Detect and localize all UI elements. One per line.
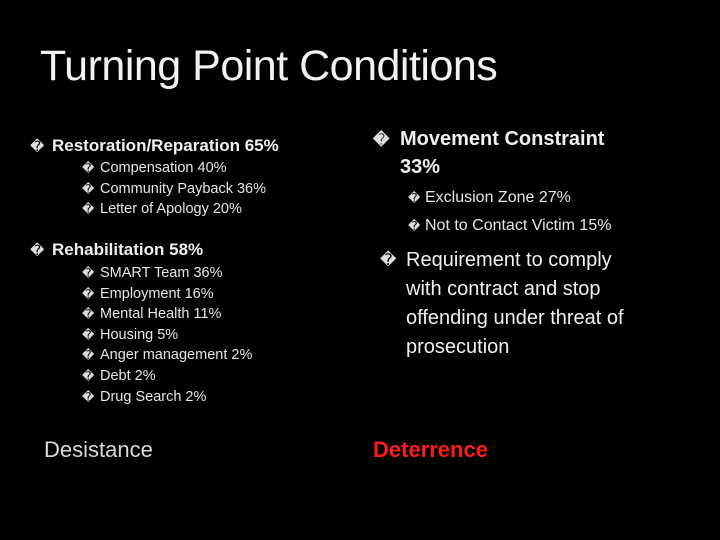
movement-constraint-percent: 33%: [400, 156, 441, 178]
bullet-glyph: �: [408, 219, 421, 233]
list-item: � Drug Search 2%: [82, 387, 252, 408]
bullet-glyph: �: [82, 181, 95, 196]
list-item: � Housing 5%: [82, 325, 252, 346]
rehabilitation-list: � SMART Team 36% � Employment 16% � Mental …: [82, 263, 252, 407]
bullet-glyph: �: [82, 202, 95, 217]
list-item: � Compensation 40%: [82, 158, 266, 179]
bullet-glyph: �: [82, 327, 95, 342]
list-item: � SMART Team 36%: [82, 263, 252, 284]
list-item: � Mental Health 11%: [82, 304, 252, 325]
movement-constraint-list: � Exclusion Zone 27% � Not to Contact Vict…: [408, 184, 611, 240]
bullet-glyph: �: [82, 161, 95, 175]
deterrence-label: Deterrence: [373, 437, 488, 462]
list-item: � Letter of Apology 20%: [82, 199, 266, 220]
rehabilitation-bullet: � Rehabilitation 58%: [30, 240, 203, 260]
bullet-glyph: �: [82, 389, 95, 404]
bullet-glyph: �: [82, 266, 95, 280]
rehabilitation-heading: Rehabilitation 58%: [52, 240, 204, 259]
bullet-glyph: �: [82, 348, 95, 363]
bullet-glyph: �: [373, 132, 390, 149]
list-item: � Community Payback 36%: [82, 179, 266, 200]
list-item: � Exclusion Zone 27%: [408, 184, 611, 212]
restoration-bullet: � Restoration/Reparation 65%: [30, 136, 279, 156]
list-item: � Employment 16%: [82, 284, 252, 305]
restoration-heading: Restoration/Reparation 65%: [52, 136, 279, 155]
bullet-glyph: �: [30, 138, 45, 154]
list-item: � Not to Contact Victim 15%: [408, 212, 611, 240]
list-item: � Anger management 2%: [82, 345, 252, 366]
list-item: � Debt 2%: [82, 366, 252, 387]
movement-constraint-bullet: � Movement Constraint 33%: [373, 126, 604, 181]
slide-title: Turning Point Conditions: [40, 42, 498, 90]
bullet-glyph: �: [380, 252, 397, 269]
bullet-glyph: �: [30, 242, 45, 258]
bullet-glyph: �: [82, 368, 95, 383]
requirement-bullet: � Requirement to comply with contract an…: [380, 246, 624, 362]
movement-constraint-heading: Movement Constraint: [400, 128, 605, 150]
bullet-glyph: �: [82, 286, 95, 301]
desistance-label: Desistance: [44, 437, 153, 462]
requirement-text: Requirement to comply with contract and …: [406, 249, 624, 358]
bullet-glyph: �: [408, 191, 421, 205]
bullet-glyph: �: [82, 307, 95, 322]
restoration-list: � Compensation 40% � Community Payback 36%…: [82, 158, 266, 220]
